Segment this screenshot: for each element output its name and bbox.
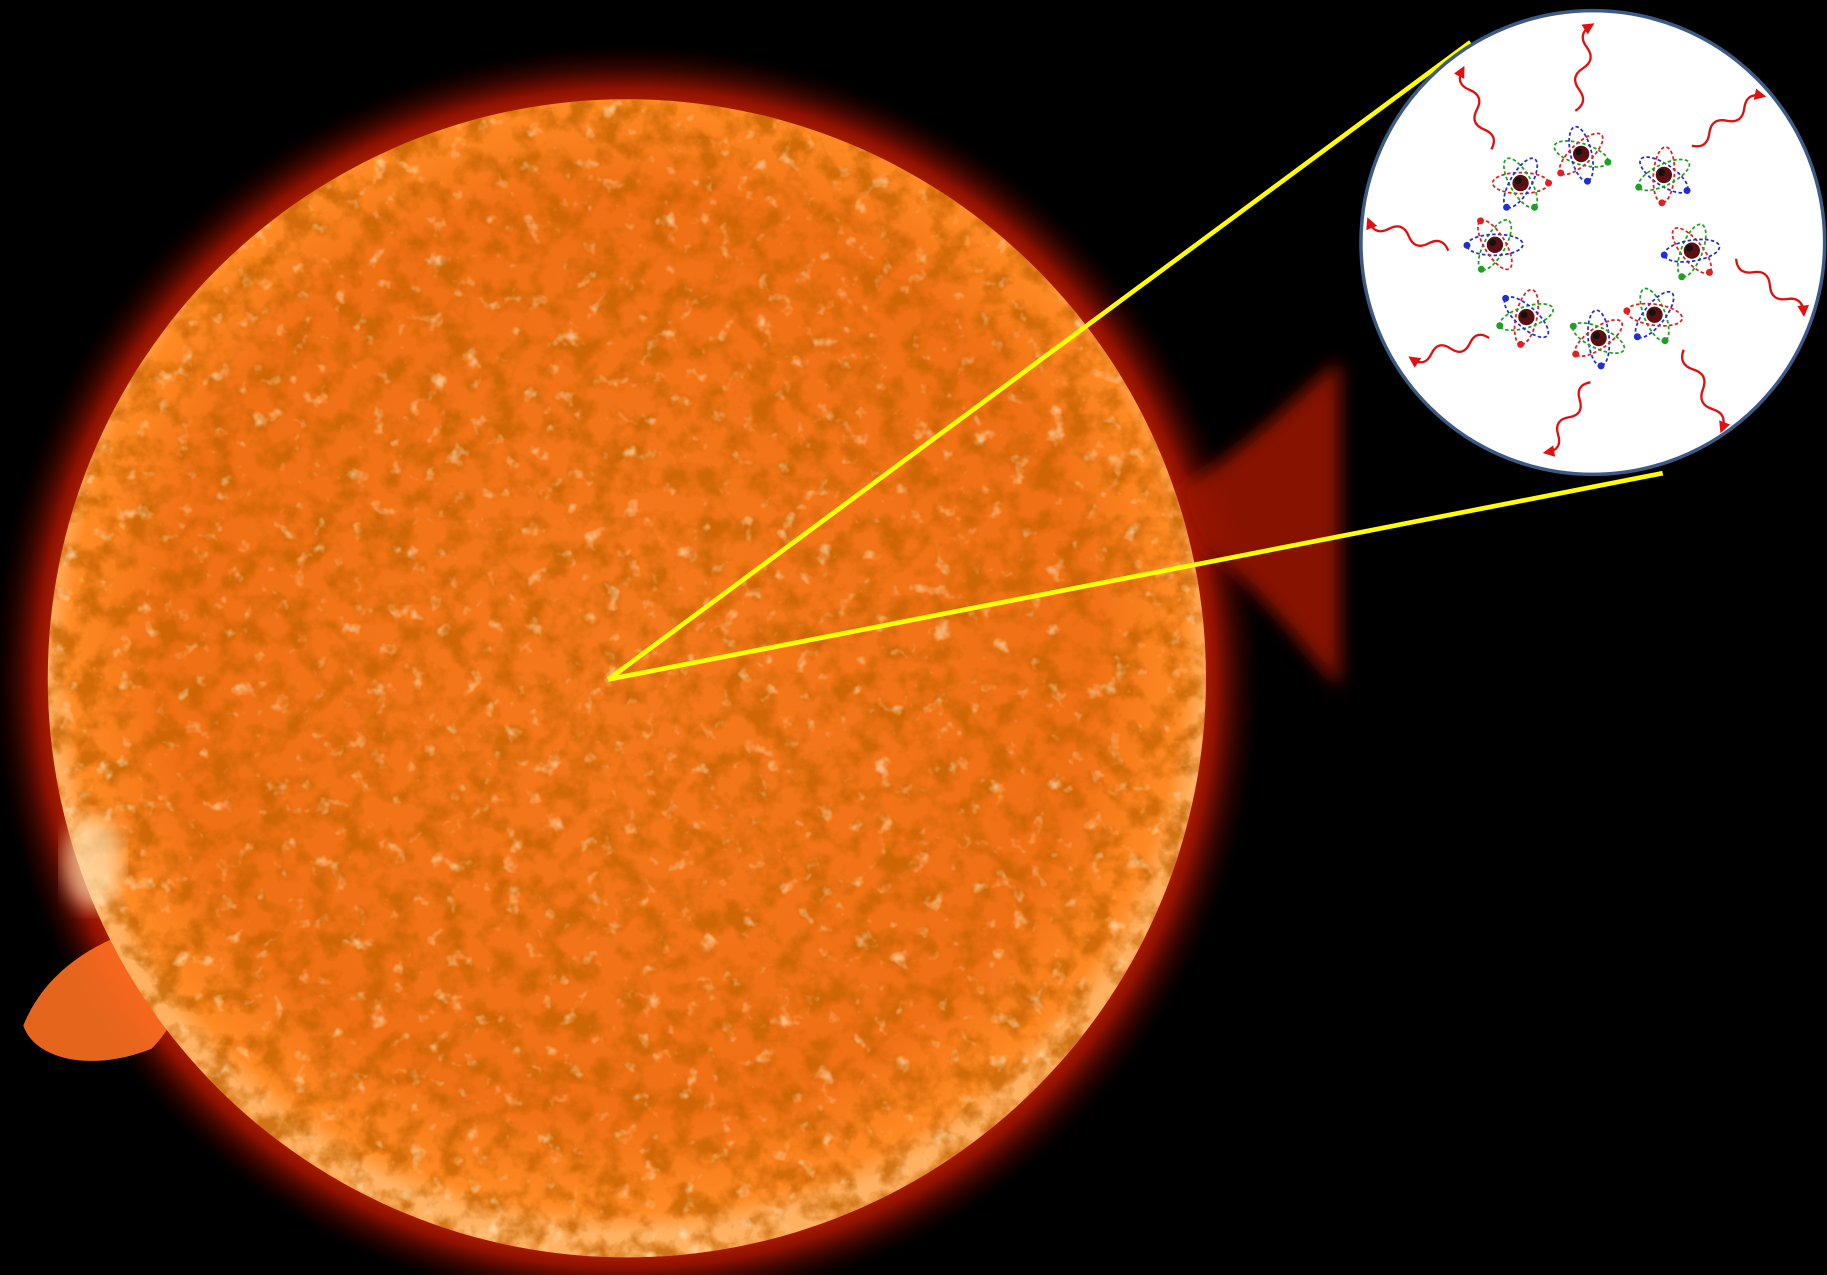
nucleus-core [1592,332,1600,340]
electron [1496,322,1504,330]
photon [1453,65,1495,150]
photons [1366,23,1809,457]
electron [1545,179,1553,187]
prominence [1176,361,1340,688]
electron [1517,340,1525,348]
electron [1635,183,1643,191]
electron [1583,177,1591,185]
zoom-line [607,470,1664,682]
photon [1408,333,1490,368]
electron [1705,268,1713,276]
photon [1680,349,1731,434]
atom [1623,287,1684,345]
electron [1623,307,1631,315]
electron [1503,203,1511,211]
zoom-line [606,40,1472,682]
atoms [1463,125,1721,370]
photon [1366,217,1450,252]
electron [1661,337,1669,345]
nucleus-core [1575,148,1583,156]
electron [1477,217,1485,225]
flare [64,815,123,909]
zoom-circle [1359,8,1827,477]
electron [1597,362,1605,370]
electron [1683,187,1691,195]
electron [1502,294,1510,302]
electron [1463,241,1471,249]
electron [1477,265,1485,273]
atom [1553,125,1612,185]
atom [1491,157,1553,211]
photon [1542,381,1591,457]
electron [1569,322,1577,330]
electron [1531,203,1539,211]
atom [1635,146,1691,207]
nucleus-core [1658,169,1666,177]
nucleus-core [1489,239,1497,246]
photon [1691,88,1767,148]
electron [1633,333,1641,341]
electron [1660,251,1668,259]
atom [1660,223,1721,281]
electron [1658,199,1666,207]
nucleus-core [1520,311,1528,319]
electron [1557,169,1565,177]
photon [1573,23,1595,112]
electron [1678,273,1686,281]
nucleus-core [1686,244,1694,252]
electron [1604,158,1612,166]
sun-bright-spots [47,99,1206,1258]
electron [1572,350,1580,358]
atom [1569,309,1626,370]
nucleus-core [1514,177,1522,185]
nucleus-core [1648,308,1656,316]
atom [1496,288,1555,348]
photon [1734,258,1809,318]
atom [1463,217,1524,273]
